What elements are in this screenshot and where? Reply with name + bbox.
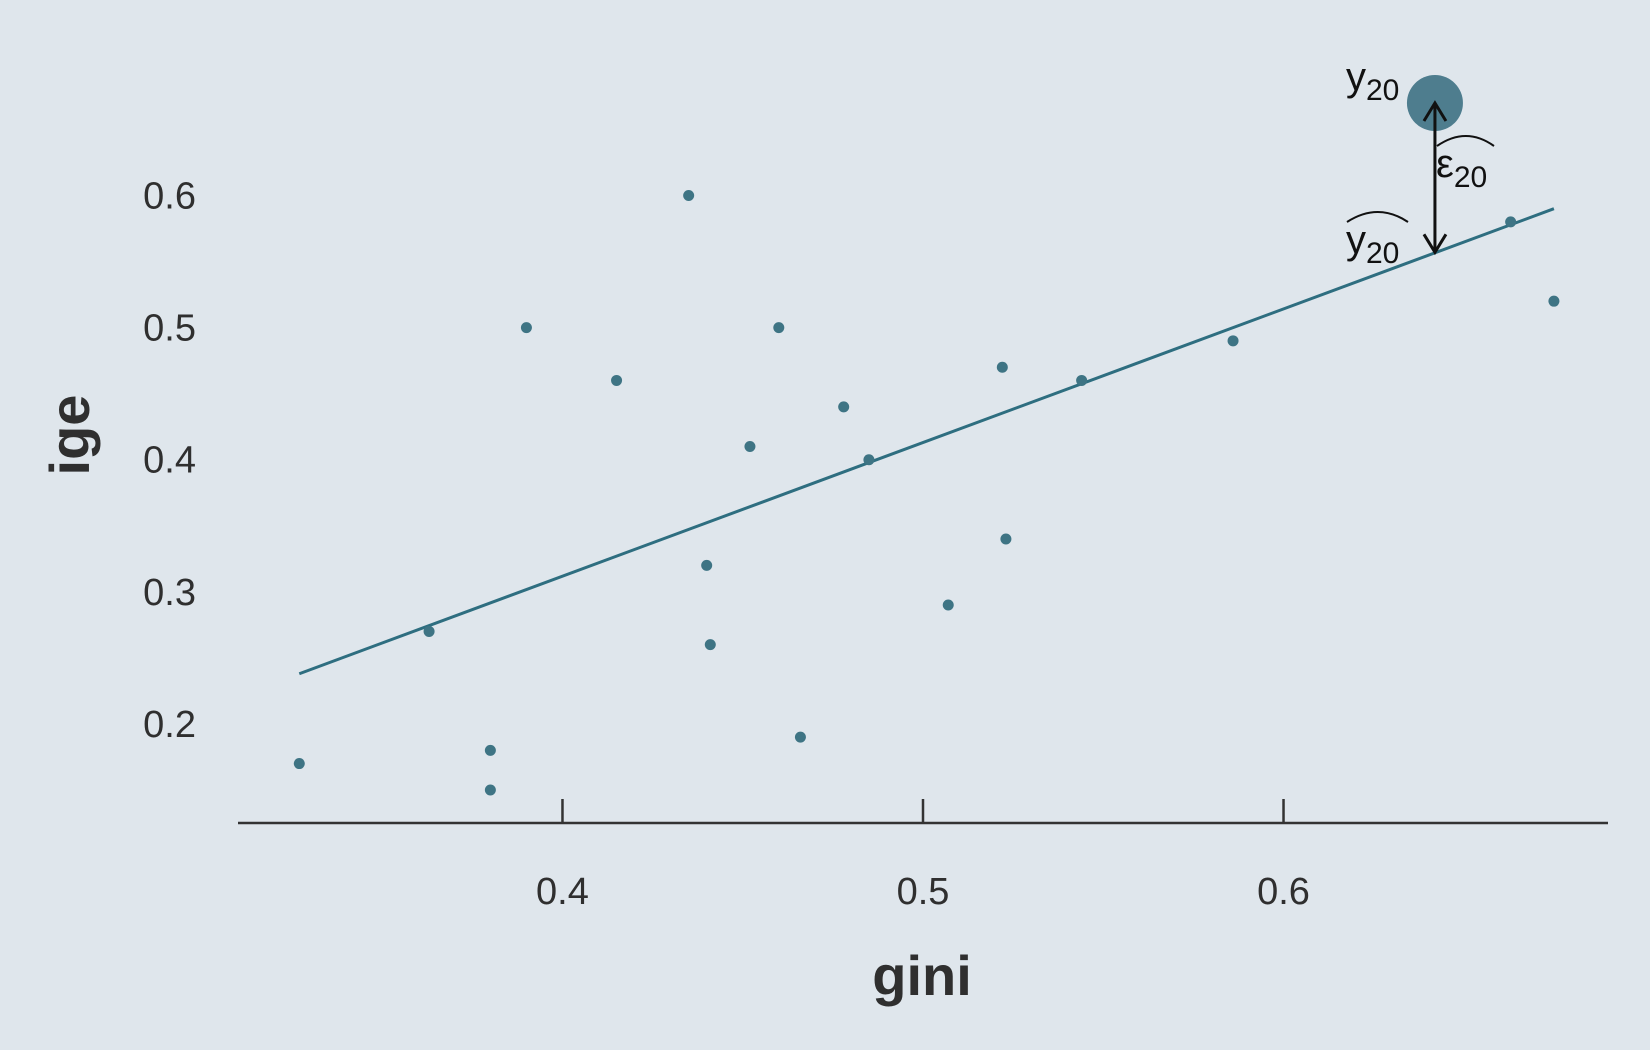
residual-label-main: ε (1436, 142, 1454, 186)
x-tick-label: 0.6 (1257, 871, 1310, 913)
regression-line (298, 207, 1555, 676)
fitted-label: y20 (1346, 218, 1399, 270)
y-axis: 0.2 0.3 0.4 0.5 0.6 (143, 176, 196, 746)
x-axis: 0.4 0.5 0.6 (238, 799, 1608, 913)
data-point (1076, 374, 1088, 386)
data-point (1000, 533, 1012, 545)
y-tick-label: 0.6 (143, 176, 196, 218)
y-tick-label: 0.2 (143, 704, 196, 746)
observed-label-sub: 20 (1366, 74, 1399, 107)
data-point (484, 784, 496, 796)
y-tick-label: 0.3 (143, 572, 196, 614)
residual-label-sub: 20 (1454, 161, 1487, 194)
data-point (293, 758, 305, 770)
data-point (996, 361, 1008, 373)
regression-line-layer (298, 207, 1555, 676)
observed-label: y20 (1346, 55, 1399, 107)
data-point (704, 639, 716, 651)
data-point (1548, 295, 1560, 307)
x-tick-label: 0.4 (536, 871, 589, 913)
fitted-label-main: y (1346, 218, 1366, 262)
data-point (484, 744, 496, 756)
y-tick-label: 0.5 (143, 308, 196, 350)
fitted-hat (1346, 211, 1409, 223)
data-point (1227, 335, 1239, 347)
data-point (611, 374, 623, 386)
residual-label: ε20 (1436, 142, 1487, 194)
data-point (744, 441, 756, 452)
data-point (520, 322, 532, 334)
x-tick-label: 0.5 (897, 871, 950, 913)
data-point (794, 731, 806, 743)
data-point (701, 559, 713, 571)
fitted-label-sub: 20 (1366, 237, 1399, 270)
residual-arrow-head-bottom (1422, 233, 1448, 256)
data-point (683, 190, 695, 201)
residual-arrow-head-top (1422, 100, 1448, 122)
data-point (423, 625, 435, 637)
residual-hat (1436, 135, 1495, 147)
data-point (942, 599, 954, 611)
data-point (1505, 216, 1517, 228)
observed-label-main: y (1346, 55, 1366, 99)
data-point (863, 454, 875, 466)
x-axis-title: gini (872, 944, 972, 1007)
data-point (773, 322, 785, 334)
y-tick-label: 0.4 (143, 440, 196, 482)
data-point (838, 401, 850, 413)
y-axis-title: ige (38, 395, 101, 476)
